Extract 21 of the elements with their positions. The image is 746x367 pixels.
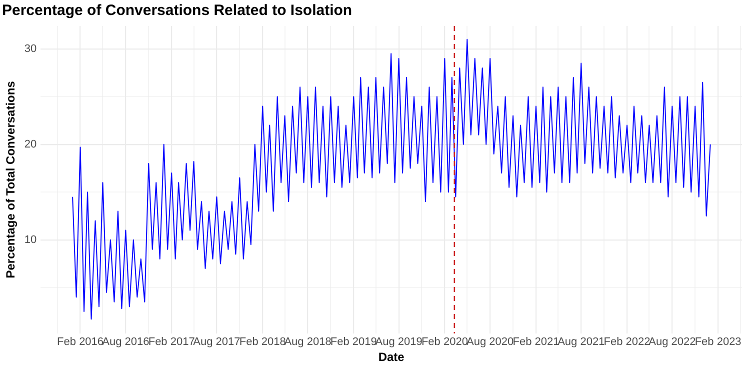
x-tick-label: Aug 2020 — [466, 336, 514, 348]
x-tick-label: Aug 2018 — [284, 336, 332, 348]
y-tick-label: 20 — [24, 138, 37, 150]
x-axis-title: Date — [378, 350, 405, 364]
y-tick-label: 30 — [24, 42, 37, 55]
chart-title: Percentage of Conversations Related to Isolation — [2, 2, 352, 20]
x-tick-label: Aug 2021 — [558, 336, 605, 348]
x-tick-label: Feb 2018 — [239, 336, 286, 348]
x-tick-label: Feb 2016 — [57, 336, 104, 348]
x-tick-label: Aug 2016 — [102, 336, 150, 348]
x-tick-label: Feb 2017 — [148, 336, 195, 348]
x-tick-label: Aug 2019 — [375, 336, 422, 348]
x-tick-label: Feb 2022 — [604, 336, 650, 348]
y-tick-label: 10 — [24, 234, 37, 246]
x-tick-label: Feb 2020 — [421, 336, 468, 348]
x-tick-label: Feb 2019 — [330, 336, 377, 348]
x-tick-label: Feb 2021 — [512, 336, 560, 348]
y-axis-title: Percentage of Total Conversations — [4, 80, 18, 278]
x-tick-label: Feb 2023 — [694, 336, 742, 348]
x-tick-label: Aug 2022 — [648, 336, 696, 348]
x-tick-label: Aug 2017 — [193, 336, 240, 348]
